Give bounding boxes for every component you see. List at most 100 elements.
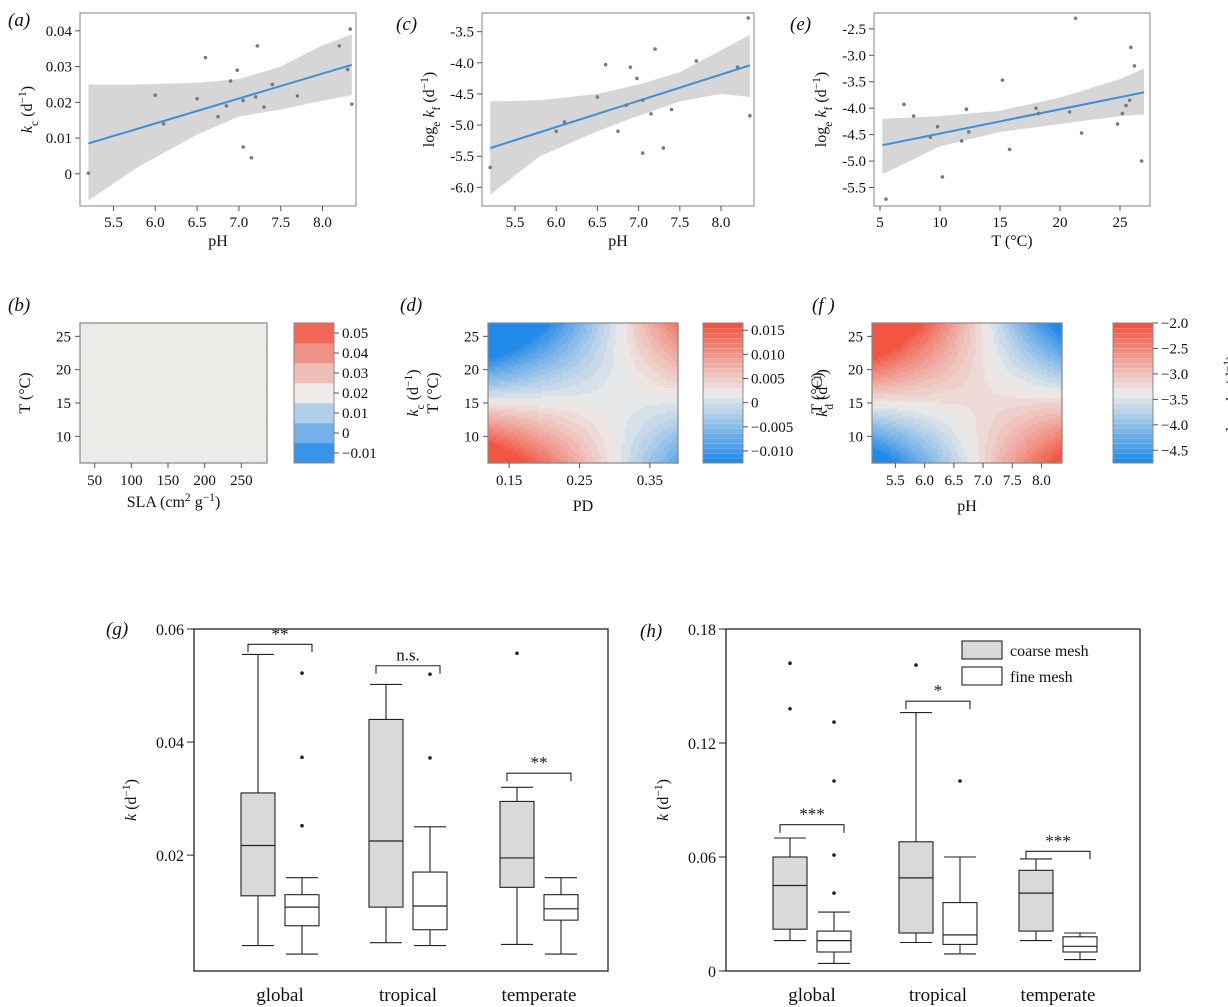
heatmap-cell-b bbox=[132, 452, 137, 456]
heatmap-cell-b bbox=[123, 359, 128, 363]
heatmap-cell-b bbox=[117, 450, 122, 454]
heatmap-cell-d bbox=[654, 346, 658, 350]
heatmap-cell-b bbox=[123, 400, 128, 404]
heatmap-cell-d bbox=[508, 351, 513, 355]
heatmap-cell-b bbox=[193, 330, 198, 334]
heatmap-cell-b bbox=[135, 429, 140, 433]
heatmap-cell-b bbox=[179, 387, 183, 391]
heatmap-cell-b bbox=[150, 405, 154, 410]
heatmap-cell-b bbox=[138, 346, 142, 350]
heatmap-cell-b bbox=[170, 408, 175, 412]
heatmap-cell-b bbox=[179, 382, 183, 386]
heatmap-cell-b bbox=[155, 356, 160, 360]
heatmap-cell-b bbox=[115, 439, 119, 443]
heatmap-cell-d bbox=[526, 343, 531, 347]
heatmap-cell-b bbox=[153, 437, 157, 441]
heatmap-cell-b bbox=[237, 416, 242, 420]
heatmap-cell-b bbox=[193, 460, 198, 464]
heatmap-cell-b bbox=[202, 447, 207, 451]
heatmap-cell-b bbox=[141, 447, 145, 451]
heatmap-cell-b bbox=[261, 346, 265, 350]
heatmap-cell-b bbox=[161, 325, 166, 329]
heatmap-cell-b bbox=[240, 408, 245, 412]
heatmap-cell-b bbox=[237, 434, 242, 438]
heatmap-cell-b bbox=[153, 335, 157, 340]
heatmap-cell-d bbox=[591, 361, 596, 366]
heatmap-cell-b bbox=[126, 338, 131, 342]
heatmap-cell-d bbox=[538, 348, 543, 353]
heatmap-cell-b bbox=[199, 351, 204, 355]
heatmap-cell-d bbox=[502, 364, 507, 368]
heatmap-cell-d bbox=[600, 359, 605, 363]
heatmap-cell-d bbox=[532, 343, 537, 347]
heatmap-cell-b bbox=[141, 364, 145, 368]
heatmap-cell-d bbox=[666, 372, 670, 376]
heatmap-cell-b bbox=[220, 395, 224, 399]
heatmap-cell-b bbox=[255, 346, 259, 350]
heatmap-cell-b bbox=[158, 377, 163, 381]
heatmap-cell-b bbox=[176, 346, 180, 350]
heatmap-cell-d bbox=[588, 351, 593, 355]
heatmap-cell-b bbox=[202, 372, 207, 376]
heatmap-cell-d bbox=[612, 361, 617, 366]
heatmap-cell-b bbox=[173, 408, 178, 412]
heatmap-cell-b bbox=[179, 450, 183, 454]
heatmap-cell-b bbox=[129, 348, 134, 353]
heatmap-cell-d bbox=[523, 356, 528, 360]
heatmap-cell-d bbox=[541, 369, 546, 373]
heatmap-cell-b bbox=[179, 364, 183, 368]
y-tick-label-c-4: -4.0 bbox=[450, 56, 474, 72]
heatmap-cell-d bbox=[603, 364, 608, 368]
heatmap-cell-b bbox=[214, 335, 218, 340]
heatmap-cell-d bbox=[591, 330, 596, 334]
heatmap-cell-b bbox=[231, 335, 236, 340]
heatmap-cell-d bbox=[621, 328, 626, 332]
heatmap-cell-b bbox=[252, 348, 256, 353]
heatmap-cell-b bbox=[191, 455, 195, 459]
heatmap-cell-d bbox=[675, 323, 679, 327]
heatmap-cell-b bbox=[217, 346, 221, 350]
heatmap-cell-d bbox=[490, 341, 495, 345]
heatmap-cell-d bbox=[585, 359, 590, 363]
heatmap-cell-b bbox=[167, 359, 172, 363]
heatmap-cell-b bbox=[182, 377, 186, 381]
heatmap-cell-b bbox=[147, 346, 151, 350]
heatmap-cell-b bbox=[258, 333, 262, 337]
heatmap-cell-b bbox=[106, 413, 110, 417]
heatmap-cell-b bbox=[167, 333, 172, 337]
heatmap-cell-b bbox=[208, 335, 213, 340]
heatmap-cell-d bbox=[544, 367, 548, 371]
heatmap-cell-b bbox=[223, 413, 227, 417]
heatmap-cell-b bbox=[226, 372, 230, 376]
heatmap-cell-b bbox=[193, 452, 198, 456]
heatmap-cell-d bbox=[538, 335, 543, 340]
heatmap-cell-b bbox=[196, 439, 201, 443]
heatmap-cell-b bbox=[161, 405, 166, 410]
heatmap-cell-b bbox=[103, 351, 107, 355]
heatmap-cell-d bbox=[508, 372, 513, 376]
heatmap-cell-b bbox=[103, 403, 107, 407]
heatmap-cell-d bbox=[535, 323, 540, 327]
heatmap-cell-d bbox=[535, 351, 540, 355]
heatmap-cell-b bbox=[170, 444, 175, 449]
heatmap-cell-b bbox=[150, 403, 154, 407]
heatmap-cell-b bbox=[261, 408, 265, 412]
data-point-e-9 bbox=[1000, 78, 1005, 82]
heatmap-cell-b bbox=[258, 359, 262, 363]
heatmap-cell-d bbox=[591, 374, 596, 379]
heatmap-cell-b bbox=[135, 457, 140, 461]
heatmap-cell-b bbox=[211, 431, 215, 436]
heatmap-cell-d bbox=[636, 348, 641, 353]
heatmap-cell-d bbox=[627, 341, 632, 345]
heatmap-cell-b bbox=[120, 416, 125, 420]
heatmap-cell-b bbox=[223, 400, 227, 404]
heatmap-cell-b bbox=[100, 408, 104, 412]
heatmap-cell-b bbox=[258, 431, 262, 436]
heatmap-cell-b bbox=[82, 346, 87, 350]
heatmap-cell-d bbox=[577, 364, 581, 368]
heatmap-cell-b bbox=[161, 341, 166, 345]
heatmap-cell-d bbox=[565, 354, 569, 358]
heatmap-cell-b bbox=[170, 450, 175, 454]
heatmap-cell-b bbox=[132, 408, 137, 412]
heatmap-cell-d bbox=[571, 356, 575, 360]
